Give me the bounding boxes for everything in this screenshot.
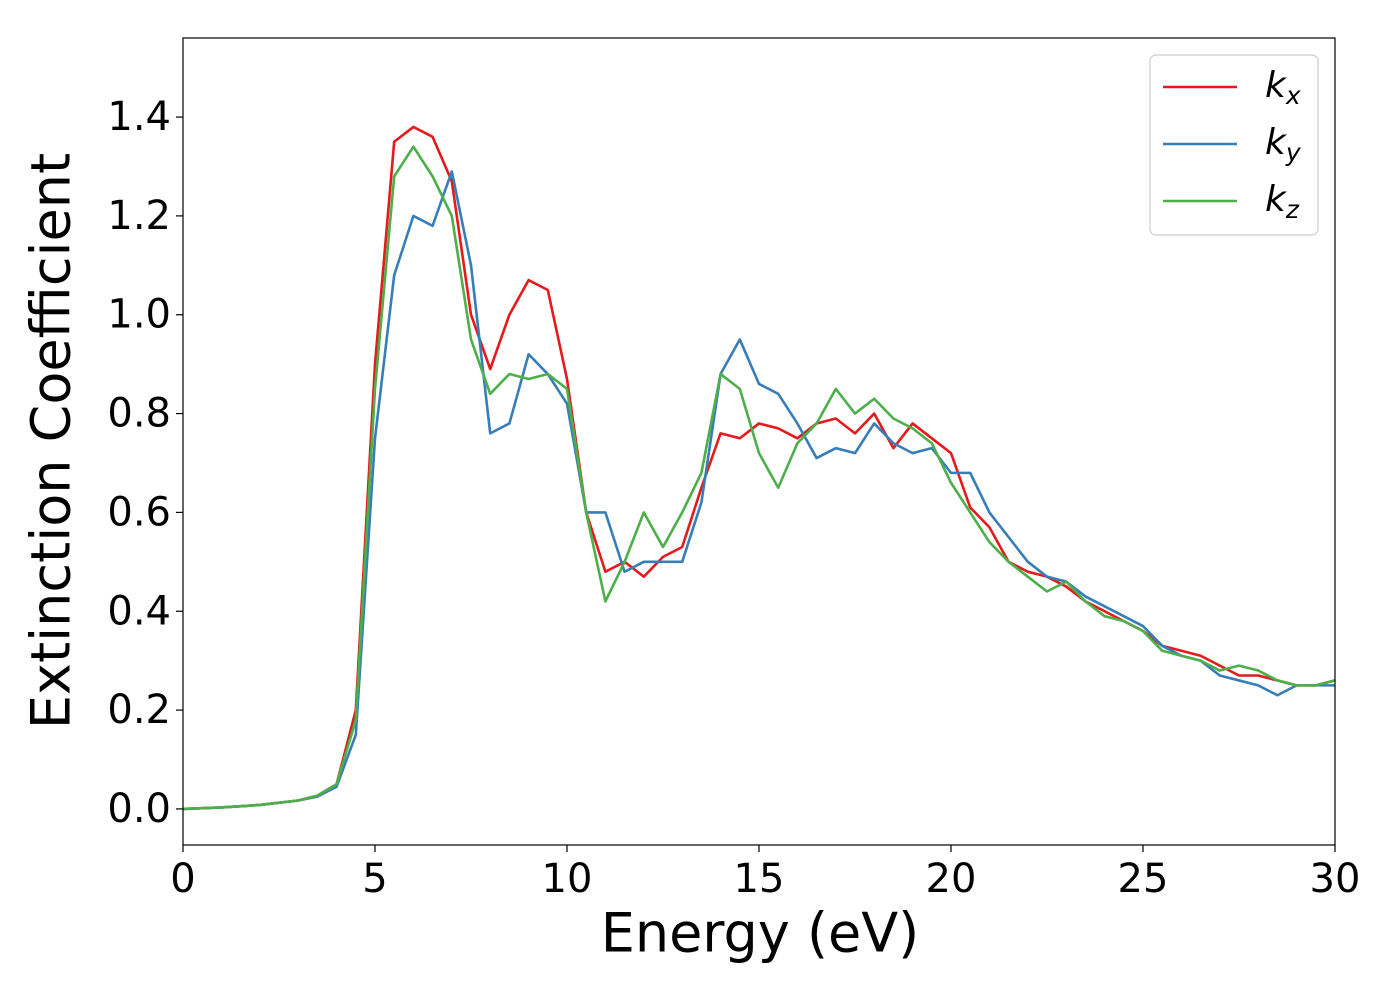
x-axis-label: Energy (eV) <box>601 902 920 965</box>
x-tick-label: 30 <box>1310 856 1361 902</box>
x-tick-label: 20 <box>926 856 977 902</box>
y-tick-label: 1.0 <box>107 292 171 338</box>
legend-label: kx <box>1265 65 1301 110</box>
x-tick-label: 25 <box>1118 856 1169 902</box>
y-tick-label: 1.2 <box>107 193 171 239</box>
y-axis-label: Extinction Coefficient <box>20 153 83 729</box>
y-tick-label: 0.0 <box>107 786 171 832</box>
plot-frame <box>182 37 1336 846</box>
x-tick-label: 10 <box>542 856 593 902</box>
legend-label: kz <box>1265 179 1300 224</box>
y-tick-label: 0.6 <box>107 489 171 535</box>
y-tick-label: 0.2 <box>107 687 171 733</box>
y-tick-label: 1.4 <box>107 94 171 140</box>
x-tick-label: 0 <box>170 856 195 902</box>
x-tick-label: 5 <box>362 856 387 902</box>
series-line <box>183 170 1335 811</box>
series-line <box>183 145 1335 811</box>
legend-label: ky <box>1265 122 1302 167</box>
x-tick-label: 15 <box>734 856 785 902</box>
y-tick-label: 0.8 <box>107 391 171 437</box>
y-tick-label: 0.4 <box>107 588 171 634</box>
series-line <box>183 125 1335 811</box>
